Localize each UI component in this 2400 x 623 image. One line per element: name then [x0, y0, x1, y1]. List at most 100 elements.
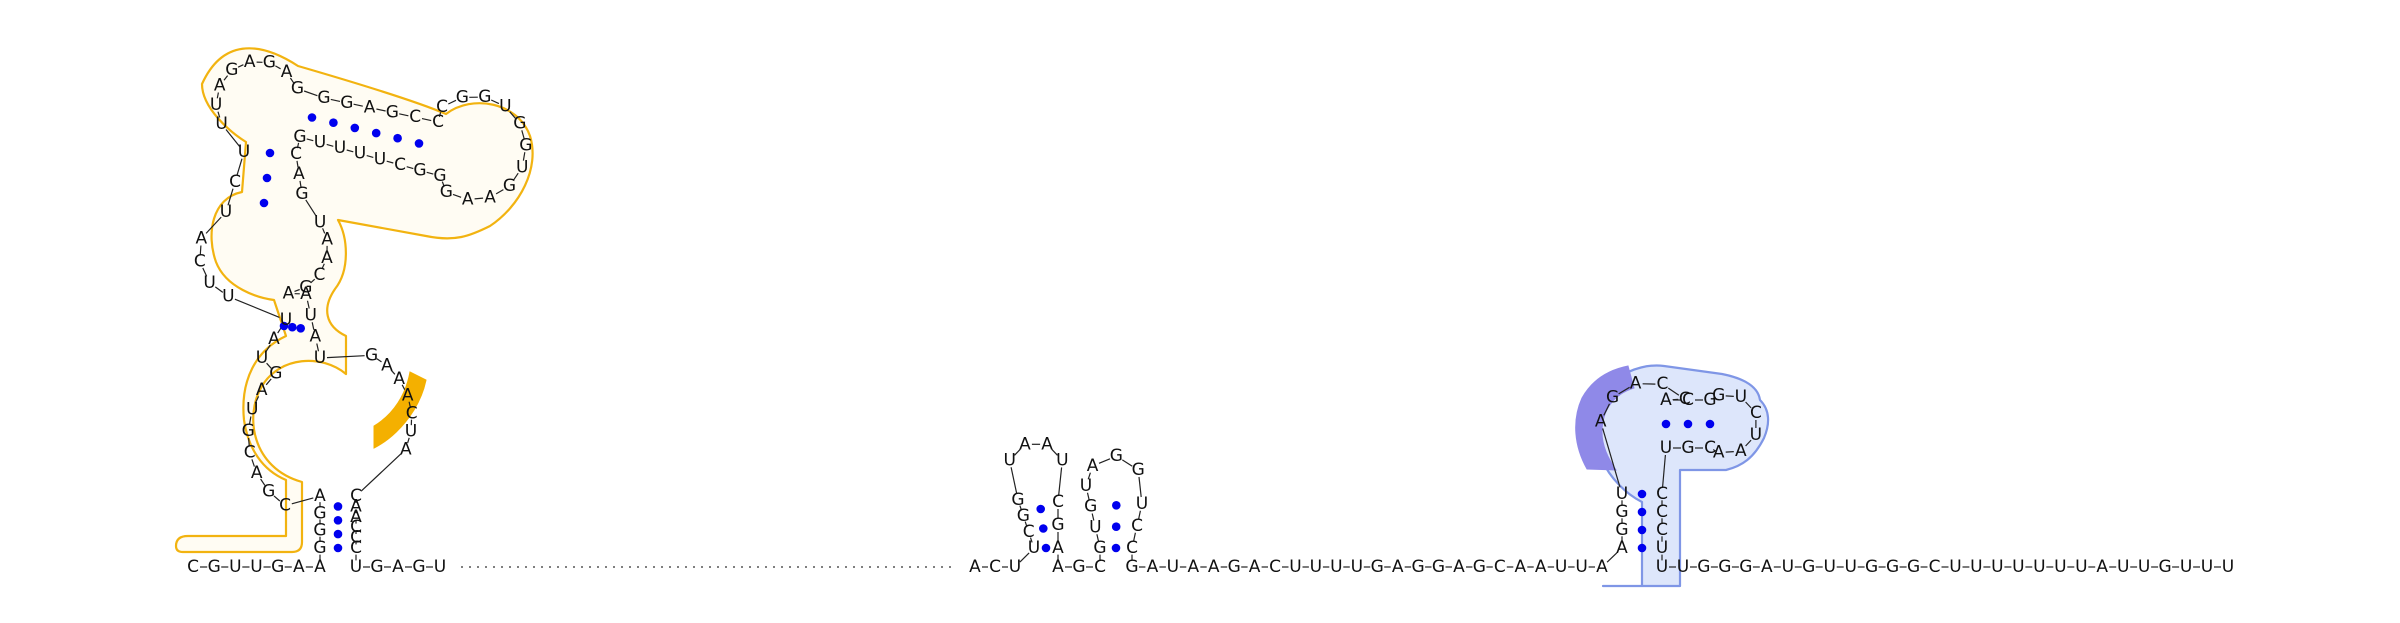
- left-top-stem-5prime-link-4: [376, 108, 386, 112]
- left-5prime-nt-1: C: [187, 557, 199, 577]
- right-top-stem-5prime-nt-1: A: [1660, 390, 1672, 410]
- left-top-loop-link-1: [225, 129, 241, 147]
- left-middle-stem-pair-1: [279, 321, 289, 331]
- right-3prime-tail-nt-4: G: [1718, 557, 1731, 577]
- left-stem-c-link-3: [236, 158, 243, 176]
- right-3prime-tail-nt-14: C: [1929, 557, 1941, 577]
- right-3prime-tail-nt-6: A: [1761, 557, 1773, 577]
- right-stem-3prime-link-1: [1662, 454, 1666, 488]
- right-hairpin-link-3: [1745, 401, 1752, 409]
- left-top-loop-nt-6: G: [263, 53, 276, 73]
- middle-hairpin-1-loop-nt-4: U: [1056, 450, 1068, 470]
- left-big-loop-right-link-3: [390, 369, 396, 375]
- left-stem-c-link-1: [205, 216, 222, 234]
- middle-hairpin-1-pair-3: [1036, 504, 1045, 514]
- middle-hairpin-2-5prime-nt-3: G: [1084, 497, 1097, 517]
- middle-hairpin-2-loop-link-2: [1098, 458, 1111, 464]
- left-top-stem-5prime-link-3: [353, 103, 363, 107]
- left-internal-b-link-2: [214, 286, 224, 293]
- left-top-loop-link-7: [275, 65, 281, 70]
- right-3prime-tail-nt-17: U: [1991, 557, 2003, 577]
- left-stem-b3prime-nt-3: A: [309, 327, 321, 347]
- right-linker-nt-22: U: [1555, 557, 1567, 577]
- left-stem-c3prime-link-3: [299, 180, 302, 188]
- middle-hairpin-2-3prime-link-3: [1133, 532, 1136, 542]
- left-big-loop-nt-4: C: [244, 443, 256, 463]
- middle-hairpin-2-loop-nt-2: G: [1110, 446, 1123, 466]
- left-top-loop-link-4: [223, 75, 229, 81]
- right-hairpin-link-1: [1712, 396, 1716, 399]
- right-linker-nt-15: G: [1412, 557, 1425, 577]
- middle-hairpin-1-3prime-nt-3: A: [1052, 538, 1064, 558]
- right-stem-3prime-nt-1: C: [1656, 484, 1668, 504]
- left-top-hairpin-link-2: [448, 99, 457, 105]
- right-stem-5prime-link-1: [1606, 552, 1618, 563]
- left-5prime-nt-2: G: [208, 557, 221, 577]
- middle-linker-2-nt-2: G: [1072, 557, 1085, 577]
- middle-hairpin-2-5prime-nt-2: U: [1089, 517, 1101, 537]
- left-internal-c-link-4: [321, 263, 325, 270]
- left-big-loop-link-5: [248, 437, 250, 446]
- left-top-hairpin-nt-7: U: [516, 158, 528, 178]
- left-top-loop-link-2: [217, 111, 221, 118]
- left-top-hairpin-link-8: [512, 172, 519, 181]
- right-main-stem-pair-4: [1637, 489, 1647, 499]
- right-top-stem-3prime-nt-3: U: [1660, 438, 1672, 458]
- middle-linker-2-nt-3: C: [1094, 557, 1106, 577]
- middle-linker-nt-3: U: [1009, 557, 1021, 577]
- right-3prime-tail-nt-12: G: [1886, 557, 1899, 577]
- left-stem-c-nt-3: U: [238, 142, 250, 162]
- right-hairpin-nt-1: G: [1712, 386, 1725, 406]
- right-hairpin-nt-3: C: [1750, 403, 1762, 423]
- left-top-stem-5prime-link-1: [303, 90, 318, 97]
- left-top-stem-pair-5: [393, 133, 402, 143]
- left-top-loop-nt-1: U: [215, 114, 227, 134]
- left-3prime-nt-4: G: [412, 557, 425, 577]
- left-top-stem-3prime-nt-5: U: [354, 144, 366, 164]
- left-top-stem-5prime-link-6: [421, 118, 432, 122]
- right-linker-nt-4: A: [1187, 557, 1199, 577]
- left-big-loop-right-link-4: [401, 384, 406, 390]
- left-top-stem-5prime-link-5: [399, 113, 409, 117]
- left-top-stem-pair-6: [414, 139, 424, 148]
- right-3prime-tail-nt-18: U: [2012, 557, 2024, 577]
- left-internal-b-link-1: [234, 298, 280, 318]
- left-top-hairpin-nt-1: C: [436, 97, 448, 117]
- right-top-stem-pair-3: [1705, 419, 1715, 429]
- left-internal-b-link-3: [202, 267, 208, 277]
- left-big-loop-link-7: [254, 396, 260, 404]
- right-loop-link-2: [1603, 403, 1611, 416]
- left-stem-5prime-nt-3: G: [313, 503, 326, 523]
- left-top-loop-nt-8: G: [291, 79, 304, 99]
- right-hairpin-link-6: [1725, 451, 1734, 453]
- left-top-loop-link-5: [237, 64, 244, 68]
- right-top-stem-5prime-nt-3: G: [1703, 390, 1716, 410]
- left-5prime-nt-5: G: [271, 557, 284, 577]
- right-3prime-tail-nt-10: U: [1844, 557, 1856, 577]
- middle-hairpin-1-loop-link-4: [1051, 448, 1058, 456]
- left-top-stem-5prime-nt-2: G: [340, 93, 353, 113]
- middle-hairpin-1-5prime-nt-2: C: [1023, 522, 1035, 542]
- middle-linker-nt-2: C: [989, 557, 1001, 577]
- left-top-stem-3prime-nt-3: C: [394, 155, 406, 175]
- right-loop-link-1: [1602, 428, 1621, 488]
- right-linker-nt-1: G: [1125, 557, 1138, 577]
- middle-hairpin-2-loop-link-1: [1087, 472, 1091, 480]
- left-5prime-nt-3: U: [229, 557, 241, 577]
- left-main-stem-pair-2: [333, 529, 343, 539]
- middle-hairpin-2-3prime-link-2: [1138, 510, 1141, 520]
- highlighted-domains: [174, 47, 1770, 588]
- right-hairpin-link-2: [1725, 395, 1734, 397]
- right-loop-nt-5: C: [1679, 389, 1691, 409]
- middle-hairpin-1-5prime-nt-3: G: [1017, 506, 1030, 526]
- right-linker-nt-23: U: [1575, 557, 1587, 577]
- right-linker-nt-9: U: [1289, 557, 1301, 577]
- left-top-hairpin-link-5: [509, 111, 516, 119]
- left-stem-c-link-2: [227, 188, 234, 206]
- left-top-hairpin-nt-10: A: [462, 190, 474, 210]
- left-stem-b3prime-nt-2: U: [304, 305, 316, 325]
- left-stem-b3prime-link-3: [311, 322, 315, 330]
- right-loop-link-5: [1667, 387, 1680, 396]
- left-stem-3prime-nt-2: A: [350, 496, 362, 516]
- left-internal-a-nt-1: U: [256, 348, 268, 368]
